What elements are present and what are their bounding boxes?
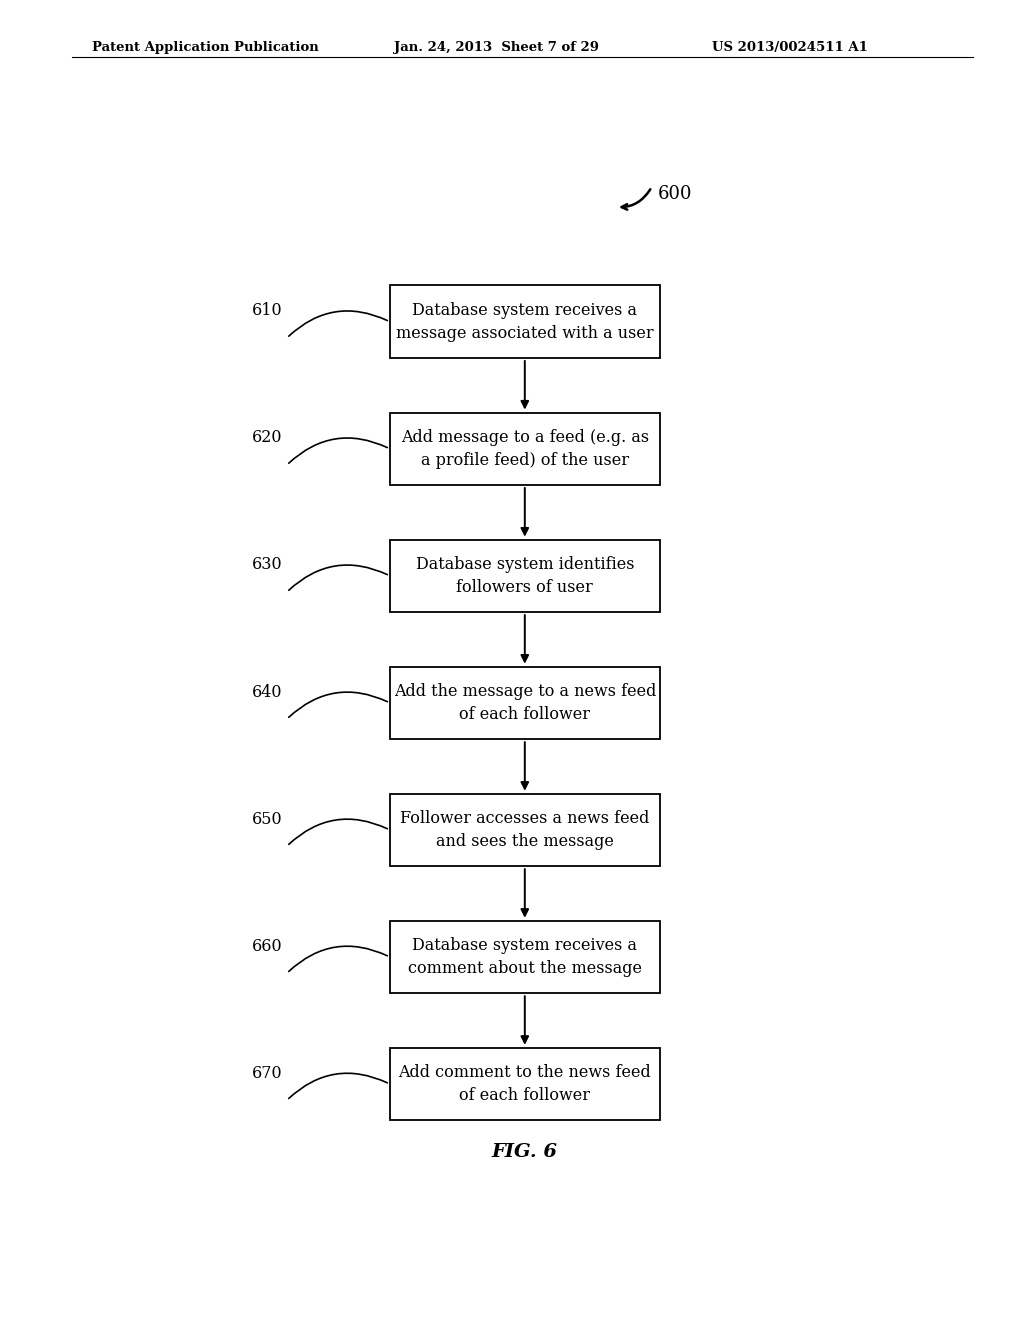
- Bar: [390, 540, 659, 612]
- Text: 640: 640: [252, 684, 283, 701]
- Bar: [390, 921, 659, 993]
- Text: FIG. 6: FIG. 6: [492, 1143, 558, 1162]
- Text: Add the message to a news feed
of each follower: Add the message to a news feed of each f…: [393, 682, 656, 723]
- Text: Add comment to the news feed
of each follower: Add comment to the news feed of each fol…: [398, 1064, 651, 1104]
- Text: 660: 660: [252, 937, 283, 954]
- Bar: [390, 793, 659, 866]
- Text: US 2013/0024511 A1: US 2013/0024511 A1: [712, 41, 867, 54]
- Text: 620: 620: [252, 429, 283, 446]
- Bar: [390, 413, 659, 486]
- Bar: [390, 667, 659, 739]
- Text: Database system receives a
message associated with a user: Database system receives a message assoc…: [396, 302, 653, 342]
- Text: Database system identifies
followers of user: Database system identifies followers of …: [416, 556, 634, 595]
- Bar: [390, 285, 659, 358]
- Text: Add message to a feed (e.g. as
a profile feed) of the user: Add message to a feed (e.g. as a profile…: [400, 429, 649, 469]
- Text: 630: 630: [252, 557, 283, 573]
- Text: Database system receives a
comment about the message: Database system receives a comment about…: [408, 937, 642, 977]
- Text: 670: 670: [252, 1065, 283, 1081]
- Text: 600: 600: [658, 185, 692, 203]
- Text: 610: 610: [252, 302, 283, 319]
- Text: Patent Application Publication: Patent Application Publication: [92, 41, 318, 54]
- Text: Jan. 24, 2013  Sheet 7 of 29: Jan. 24, 2013 Sheet 7 of 29: [394, 41, 599, 54]
- Text: Follower accesses a news feed
and sees the message: Follower accesses a news feed and sees t…: [400, 810, 649, 850]
- Bar: [390, 1048, 659, 1121]
- Text: 650: 650: [252, 810, 283, 828]
